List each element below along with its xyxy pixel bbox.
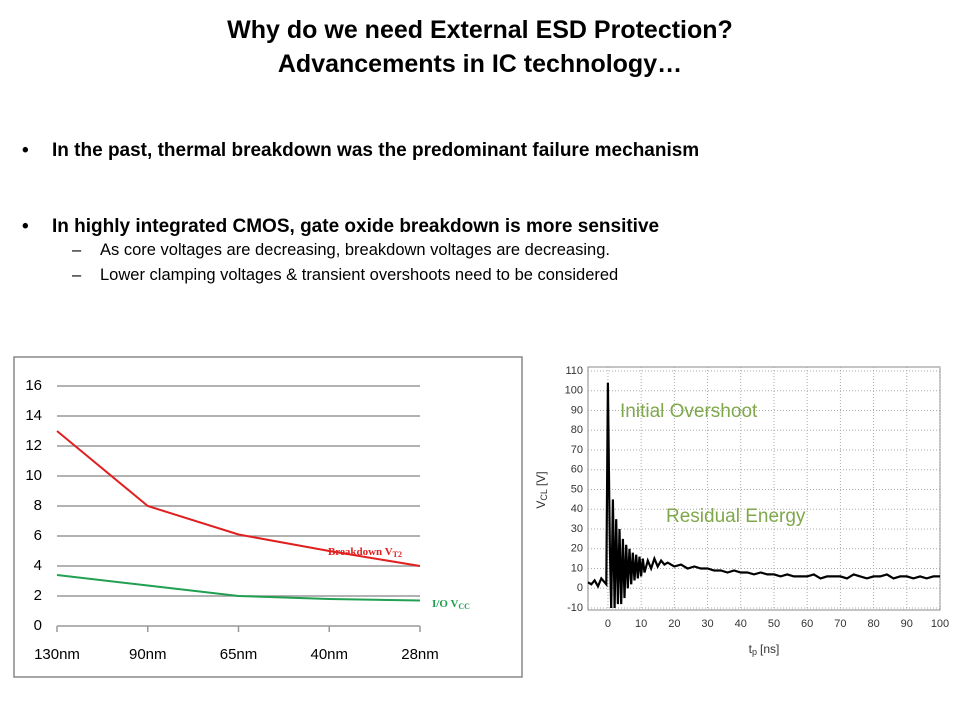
annotation: Residual Energy (666, 506, 806, 527)
y-tick-label: 80 (571, 424, 583, 436)
x-axis-label-main: t (749, 642, 753, 656)
bullet: • In the past, thermal breakdown was the … (22, 140, 700, 161)
title-line: Why do we need External ESD Protection? (227, 16, 733, 44)
bullet: • In highly integrated CMOS, gate oxide b… (22, 216, 660, 237)
x-tick-label: 90nm (129, 646, 167, 663)
x-tick-label: 100 (931, 618, 949, 630)
x-tick-label: 70 (834, 618, 846, 630)
y-tick-label: 14 (25, 407, 42, 424)
y-axis-label-main: V (534, 501, 548, 509)
series-label: I/O VCC (432, 598, 470, 611)
x-tick-label: 80 (867, 618, 879, 630)
sub-bullet-text: Lower clamping voltages & transient over… (100, 266, 619, 284)
series-label: Breakdown VT2 (328, 546, 402, 559)
y-tick-label: -10 (567, 602, 583, 614)
y-tick-label: 0 (34, 617, 42, 634)
x-tick-label: 10 (635, 618, 647, 630)
y-tick-label: 10 (571, 562, 583, 574)
x-axis-label-unit: [ns] (760, 642, 779, 656)
x-axis-label: tp [ns] (749, 642, 780, 657)
y-tick-label: 0 (577, 582, 583, 594)
y-axis-label-sub: CL (539, 489, 549, 501)
series-name: Breakdown V (328, 546, 393, 558)
y-axis-label: VCL [V] (534, 471, 549, 508)
series-line (56, 574, 421, 602)
y-tick-label: 40 (571, 503, 583, 515)
sub-bullet: – Lower clamping voltages & transient ove… (72, 266, 619, 284)
y-tick-label: 6 (34, 527, 42, 544)
series-name: I/O V (432, 598, 458, 610)
y-tick-label: 10 (25, 467, 42, 484)
x-tick-label: 130nm (34, 646, 80, 663)
bullet-text: In highly integrated CMOS, gate oxide br… (52, 216, 660, 237)
x-axis-label-sub: p (752, 647, 757, 657)
x-tick-label: 40 (735, 618, 747, 630)
y-tick-label: 30 (571, 523, 583, 535)
y-tick-label: 12 (25, 437, 42, 454)
series-subscript: CC (458, 602, 470, 611)
x-tick-label: 0 (605, 618, 611, 630)
title-line: Advancements in IC technology… (277, 50, 683, 78)
sub-bullet: – As core voltages are decreasing, breakd… (72, 241, 610, 259)
y-tick-label: 90 (571, 404, 583, 416)
y-tick-label: 60 (571, 464, 583, 476)
y-tick-label: 100 (565, 385, 583, 397)
chart-frame (13, 356, 523, 678)
series-line (56, 430, 421, 567)
waveform-line (587, 382, 940, 609)
x-tick-label: 20 (668, 618, 680, 630)
y-tick-label: 8 (34, 497, 42, 514)
x-tick-label: 90 (901, 618, 913, 630)
series-subscript: T2 (393, 550, 402, 559)
x-tick-label: 28nm (401, 646, 439, 663)
y-tick-label: 4 (34, 557, 42, 574)
y-tick-label: 50 (571, 483, 583, 495)
y-tick-label: 20 (571, 543, 583, 555)
y-tick-label: 70 (571, 444, 583, 456)
annotation: Initial Overshoot (620, 401, 758, 422)
sub-bullet-text: As core voltages are decreasing, breakdo… (100, 241, 610, 259)
x-tick-label: 30 (701, 618, 713, 630)
x-tick-label: 40nm (310, 646, 348, 663)
y-tick-label: 2 (34, 587, 42, 604)
plot-frame (587, 366, 941, 611)
bullet-text: In the past, thermal breakdown was the p… (52, 140, 700, 161)
y-axis-label-unit: [V] (534, 471, 548, 486)
x-tick-label: 60 (801, 618, 813, 630)
x-tick-label: 50 (768, 618, 780, 630)
y-tick-label: 16 (25, 377, 42, 394)
x-tick-label: 65nm (220, 646, 258, 663)
y-tick-label: 110 (565, 365, 583, 377)
